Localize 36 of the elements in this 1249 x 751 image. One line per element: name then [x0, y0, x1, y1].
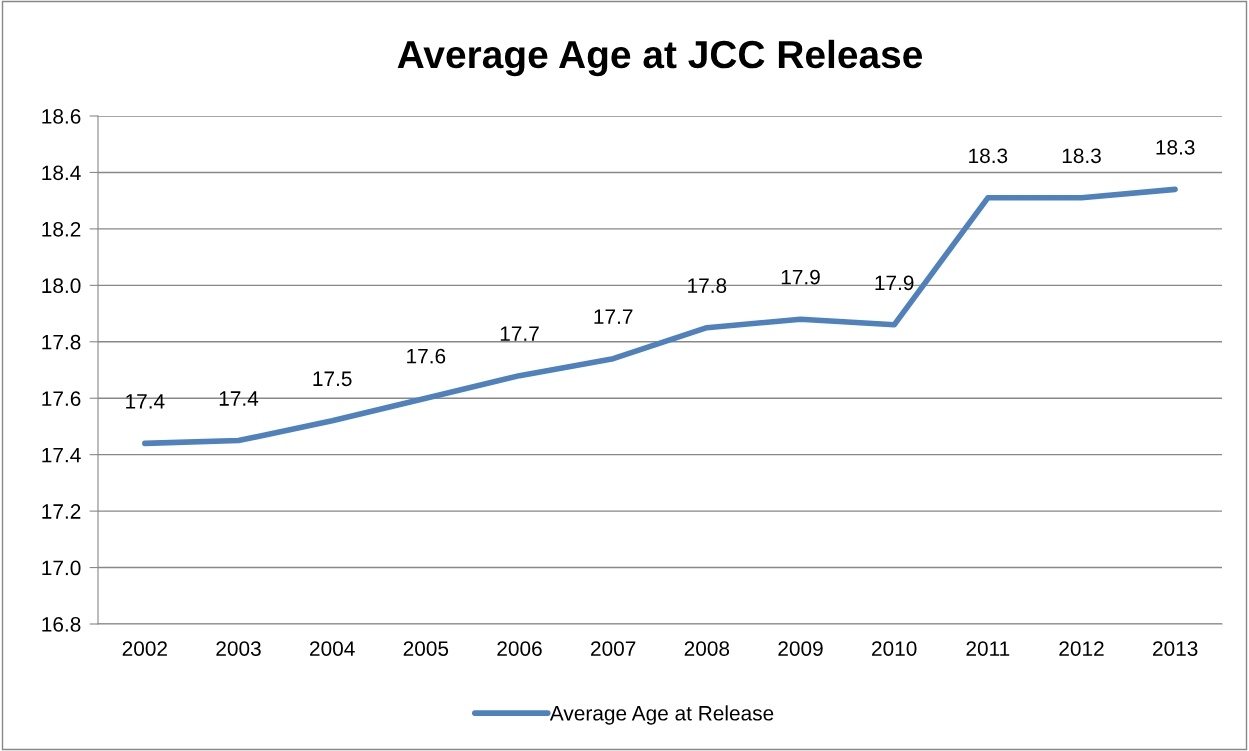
data-label: 17.8 — [688, 278, 727, 293]
data-label: 17.6 — [407, 348, 446, 364]
x-tick-label: 2011 — [966, 641, 1010, 656]
x-tick-label: 2003 — [216, 641, 261, 656]
y-tick-label: 18.4 — [42, 165, 81, 181]
x-tick-label: 2004 — [310, 641, 355, 656]
x-tick-label: 2002 — [122, 641, 167, 656]
data-label: 17.4 — [126, 394, 165, 409]
y-tick-label: 18.0 — [42, 278, 81, 294]
y-tick-label: 17.8 — [42, 334, 81, 350]
y-tick-label: 17.6 — [42, 391, 81, 406]
x-tick-label: 2007 — [591, 641, 636, 656]
x-tick-label: 2006 — [497, 641, 542, 656]
data-label: 17.9 — [781, 269, 820, 285]
x-tick-label: 2013 — [1153, 641, 1198, 656]
x-tick-label: 2005 — [403, 641, 449, 656]
x-tick-label: 2012 — [1059, 641, 1104, 656]
y-tick-label: 17.0 — [42, 560, 81, 576]
data-label: 17.4 — [219, 391, 259, 406]
data-label: 17.7 — [500, 326, 539, 341]
data-label: 18.3 — [969, 148, 1008, 164]
data-label: 17.7 — [594, 309, 633, 324]
chart-title: Average Age at JCC Release — [397, 39, 923, 77]
y-tick-label: 17.4 — [42, 447, 81, 463]
x-tick-label: 2010 — [872, 641, 917, 656]
data-label: 18.3 — [1156, 139, 1195, 155]
x-tick-label: 2009 — [778, 641, 823, 656]
y-tick-label: 18.2 — [42, 221, 81, 237]
y-tick-label: 16.8 — [42, 617, 81, 632]
y-tick-label: 17.2 — [42, 504, 81, 519]
y-tick-label: 18.6 — [42, 109, 81, 124]
data-label: 17.5 — [313, 371, 352, 387]
data-label: 18.3 — [1062, 148, 1101, 164]
x-tick-label: 2008 — [684, 641, 730, 656]
data-label: 17.9 — [875, 275, 914, 291]
legend-label: Average Age at Release — [549, 705, 774, 725]
